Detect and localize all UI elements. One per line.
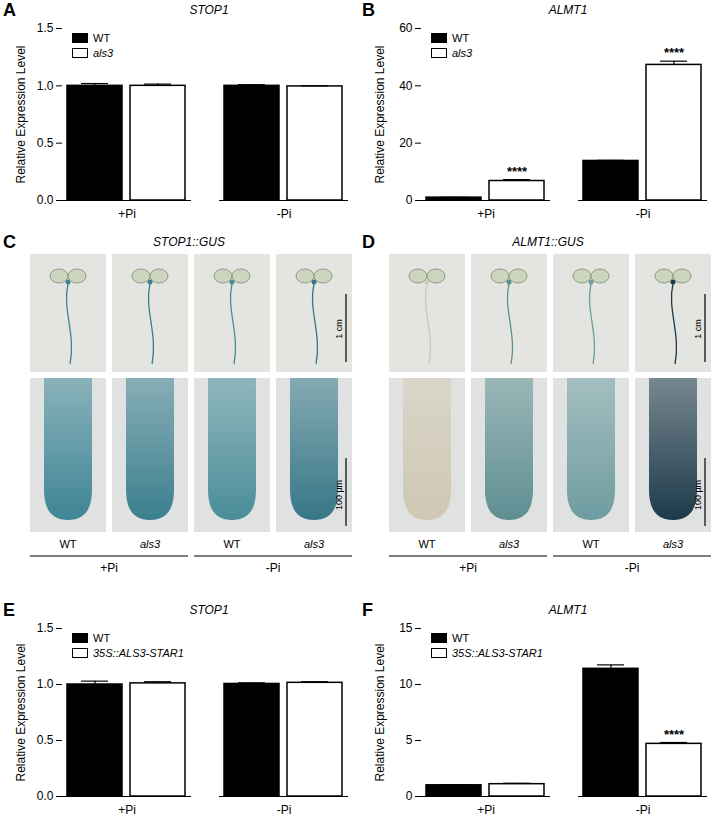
svg-text:1.0: 1.0 [37, 677, 54, 691]
svg-text:STOP1::GUS: STOP1::GUS [153, 235, 225, 249]
svg-text:+Pi: +Pi [477, 207, 495, 221]
svg-text:WT: WT [418, 538, 435, 550]
html-text:D: D [362, 232, 375, 252]
html-text:als3: als3 [452, 47, 473, 59]
html-text:35S::ALS3-STAR1: 35S::ALS3-STAR1 [93, 647, 184, 659]
svg-text:0.0: 0.0 [37, 193, 54, 207]
svg-text:0.5: 0.5 [37, 136, 54, 150]
svg-text:-Pi: -Pi [625, 561, 640, 575]
svg-text:0.0: 0.0 [37, 789, 54, 803]
svg-text:40: 40 [399, 79, 413, 93]
html-text:STOP1: STOP1 [189, 3, 229, 17]
svg-text:als3: als3 [663, 538, 684, 550]
html-text:ALMT1: ALMT1 [548, 3, 588, 17]
svg-text:+Pi: +Pi [459, 561, 477, 575]
svg-text:0: 0 [406, 789, 413, 803]
html-text:WT: WT [93, 632, 111, 644]
svg-text:Relative Expression Level: Relative Expression Level [373, 45, 387, 183]
svg-text:WT: WT [59, 538, 76, 550]
svg-text:-Pi: -Pi [636, 207, 651, 221]
html-text:WT: WT [452, 632, 470, 644]
html-text:C: C [3, 232, 16, 252]
svg-text:100 µm: 100 µm [334, 480, 344, 510]
svg-text:Relative Expression Level: Relative Expression Level [373, 643, 387, 781]
svg-text:1.5: 1.5 [37, 21, 54, 35]
html-text:WT: WT [452, 32, 470, 44]
svg-text:Relative Expression Level: Relative Expression Level [14, 643, 28, 781]
svg-text:0: 0 [406, 193, 413, 207]
svg-text:10: 10 [399, 677, 413, 691]
svg-text:-Pi: -Pi [636, 803, 651, 817]
svg-text:100 µm: 100 µm [693, 480, 703, 510]
svg-text:-Pi: -Pi [277, 207, 292, 221]
svg-text:-Pi: -Pi [277, 803, 292, 817]
html-text:als3: als3 [93, 47, 114, 59]
svg-text:+Pi: +Pi [118, 207, 136, 221]
svg-text:****: **** [664, 727, 685, 742]
svg-text:WT: WT [582, 538, 599, 550]
svg-text:ALMT1::GUS: ALMT1::GUS [511, 235, 583, 249]
html-text:F: F [362, 600, 373, 620]
svg-text:+Pi: +Pi [100, 561, 118, 575]
html-text:35S::ALS3-STAR1: 35S::ALS3-STAR1 [452, 647, 543, 659]
svg-text:-Pi: -Pi [266, 561, 281, 575]
svg-text:1.0: 1.0 [37, 79, 54, 93]
svg-text:1 cm: 1 cm [334, 319, 344, 339]
svg-text:Relative Expression Level: Relative Expression Level [14, 45, 28, 183]
svg-text:****: **** [507, 164, 528, 179]
svg-text:5: 5 [406, 733, 413, 747]
svg-text:1.5: 1.5 [37, 621, 54, 635]
svg-text:+Pi: +Pi [118, 803, 136, 817]
html-text:ALMT1: ALMT1 [548, 603, 588, 617]
html-text:STOP1: STOP1 [189, 603, 229, 617]
svg-text:****: **** [664, 45, 685, 60]
html-text:B: B [362, 0, 375, 20]
svg-text:0.5: 0.5 [37, 733, 54, 747]
svg-text:+Pi: +Pi [477, 803, 495, 817]
svg-text:60: 60 [399, 21, 413, 35]
html-text:A: A [3, 0, 16, 20]
svg-text:15: 15 [399, 621, 413, 635]
html-text:E: E [3, 600, 15, 620]
svg-text:WT: WT [223, 538, 240, 550]
html-text:WT: WT [93, 32, 111, 44]
svg-text:als3: als3 [304, 538, 325, 550]
svg-text:als3: als3 [140, 538, 161, 550]
svg-text:als3: als3 [499, 538, 520, 550]
svg-text:1 cm: 1 cm [693, 319, 703, 339]
svg-text:20: 20 [399, 136, 413, 150]
